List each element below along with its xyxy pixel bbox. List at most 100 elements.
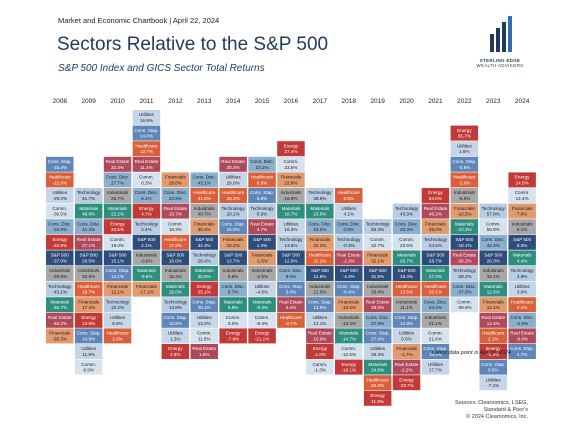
sector-name: Utilities [399,331,415,336]
sector-cell-bg [479,203,507,219]
sector-cell: Comm.-8.4% [248,312,276,328]
sector-name: Real Estate [308,331,332,336]
sector-return: 23.5% [284,165,297,170]
sector-cell-bg [335,219,363,235]
sector-name: Technology [424,237,448,242]
sector-name: Technology [395,206,419,211]
sector-return: 27.4% [284,149,297,154]
sector-return: 4.1% [344,212,354,217]
sector-cell: Technology-43.1% [46,281,74,297]
logo-icon [490,16,512,52]
sector-cell-bg [508,234,536,250]
sector-return: -33.5% [52,227,67,232]
sector-cell-bg [277,203,305,219]
sector-name: Utilities [255,284,271,289]
source-line1: Sources: Clearnomics, LSEG, [454,400,528,406]
sector-name: Real Estate [77,237,101,242]
sector-cell: Cons. Disc.27.9% [363,312,392,328]
sector-return: 16.0% [227,227,240,232]
sector-return: 2.4% [141,227,151,232]
sector-cell-bg [421,219,450,235]
sector-name: Cons. Disc. [77,221,101,226]
sector-name: Cons. Disc. [221,284,245,289]
sector-cell-bg [161,344,190,359]
sector-name: Cons. Stap. [192,299,216,304]
sector-name: Energy [255,331,270,336]
sector-return: -33.7% [399,383,414,388]
sector-cell: Cons. Disc.33.3% [392,219,421,235]
sector-name: S&P 500 [166,253,184,258]
sector-cell-bg [248,188,276,203]
sector-return: -2.5% [256,274,268,279]
sector-name: Energy [81,315,96,320]
year-label: 2011 [139,98,153,105]
sector-cell-bg [277,172,305,188]
sector-name: Utilities [197,315,213,320]
sector-return: 30.2% [227,165,240,170]
sector-cell-bg [190,312,218,328]
sector-cell: Materials-12.3% [450,219,479,235]
sector-return: 29.0% [371,305,384,310]
sector-cell: Cons. Disc.23.0% [306,219,334,235]
sector-name: Materials [224,299,243,304]
sector-cell-bg [421,250,450,266]
sector-cell-bg [277,141,305,157]
sector-cell-bg [450,125,479,141]
sector-cell-bg [335,203,363,219]
sector-return: 2.2% [517,305,527,310]
sector-return: -8.4% [256,305,268,310]
sector-cell-bg [132,266,161,281]
sector-return: 3.9% [517,274,527,279]
sector-cell: Comm.23.6% [392,234,421,250]
sector-return: 1.6% [199,352,209,357]
sector-cell-bg [103,219,132,235]
sector-cell-bg [508,203,536,219]
sector-name: Materials [513,253,532,258]
sector-cell-bg [479,266,507,281]
sector-name: Materials [253,299,272,304]
sector-name: Energy [457,128,472,133]
sector-return: 32.7% [371,243,384,248]
sector-cell: Industrials-2.5% [248,266,276,281]
sector-cell-bg [306,328,334,344]
sector-cell: Financials-10.5% [450,203,479,219]
sector-return: 24.4% [429,305,442,310]
sector-cell-bg [46,172,74,188]
sector-name: Healthcare [367,377,390,382]
sector-return: -2.5% [516,321,528,326]
sector-cell: Healthcare-2.0% [450,172,479,188]
sector-return: 0.8% [344,227,354,232]
sector-return: -5.5% [458,196,470,201]
sector-return: 0.5% [488,368,498,373]
sector-cell: Comm.-1.3% [306,359,334,375]
sector-name: Technology [164,299,188,304]
sector-return: 6.0% [517,243,527,248]
sector-cell-bg [74,234,103,250]
sector-cell-bg [132,156,161,172]
sector-name: Comm. [457,299,472,304]
sector-cell-bg [392,344,421,359]
sector-cell-bg [74,328,103,344]
sector-return: 29.0% [227,180,240,185]
sector-name: Utilities [341,206,357,211]
year-label: 2016 [284,98,299,105]
year-label: 2021 [428,98,443,105]
sector-return: 20.1% [227,212,240,217]
sector-cell: Energy-18.1% [335,359,363,375]
sector-cell-bg [219,234,247,250]
sector-cell-bg [392,359,421,375]
